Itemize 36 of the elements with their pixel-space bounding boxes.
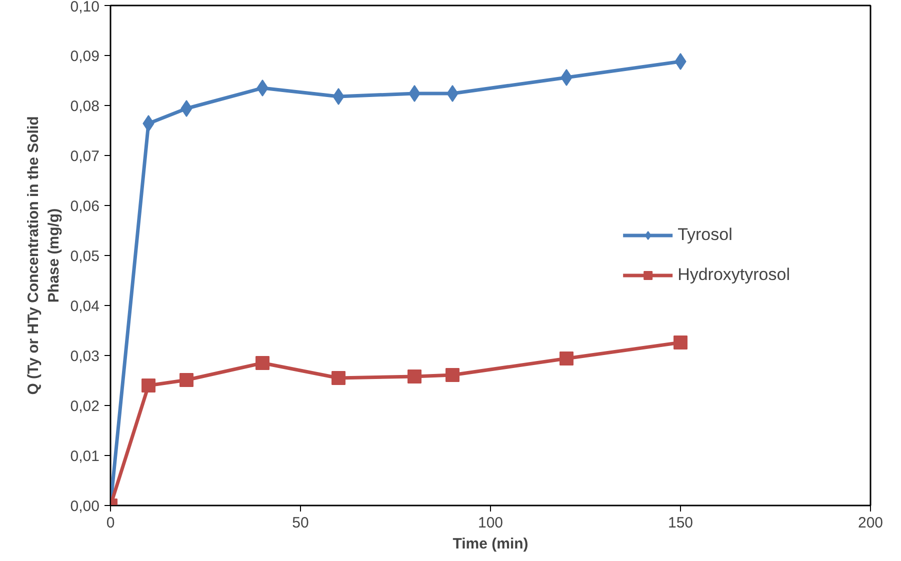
x-tick-label: 0: [106, 514, 115, 532]
point: [332, 371, 346, 385]
y-tick-label: 0,05: [70, 248, 100, 265]
y-tick-label: 0,01: [70, 448, 100, 465]
x-axis-title: Time (min): [452, 536, 528, 552]
x-tick-label: 100: [478, 514, 504, 532]
y-tick-label: 0,02: [70, 398, 100, 415]
y-tick-label: 0,04: [70, 298, 100, 315]
point: [446, 368, 460, 382]
y-tick-label: 0,09: [70, 48, 100, 65]
y-axis-title: Q (Ty or HTy Concentration in the Solid Phase (mg/g): [24, 116, 62, 395]
point: [560, 69, 572, 86]
y-tick-label: 0,08: [70, 98, 100, 115]
point: [674, 336, 688, 350]
point: [256, 80, 268, 96]
y-tick-label: 0,07: [70, 148, 100, 165]
y-tick-label: 0,10: [70, 0, 100, 16]
x-tick-label: 150: [668, 514, 694, 532]
point: [674, 53, 686, 70]
legend-label: Tyrosol: [678, 225, 732, 245]
point: [408, 370, 422, 384]
x-tick-label: 200: [858, 514, 884, 532]
point: [560, 352, 574, 366]
point: [180, 373, 194, 387]
y-tick-label: 0,00: [70, 498, 100, 515]
y-tick-label: 0,03: [70, 348, 100, 365]
point: [180, 100, 192, 117]
point: [142, 378, 156, 392]
x-tick-label: 50: [292, 514, 309, 532]
point: [332, 88, 344, 105]
y-tick-label: 0,06: [70, 198, 100, 215]
legend-label: Hydroxytyrosol: [678, 265, 790, 285]
point: [256, 356, 270, 370]
point: [142, 115, 154, 132]
point: [408, 85, 420, 102]
point: [446, 85, 458, 102]
